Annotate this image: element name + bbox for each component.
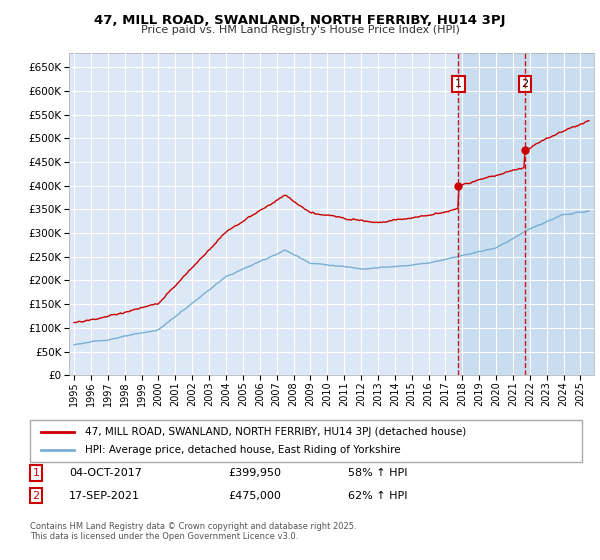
Text: 04-OCT-2017: 04-OCT-2017 [69, 468, 142, 478]
Text: 62% ↑ HPI: 62% ↑ HPI [348, 491, 407, 501]
Text: 2: 2 [32, 491, 40, 501]
Text: 17-SEP-2021: 17-SEP-2021 [69, 491, 140, 501]
Text: Contains HM Land Registry data © Crown copyright and database right 2025.
This d: Contains HM Land Registry data © Crown c… [30, 522, 356, 542]
Text: £475,000: £475,000 [228, 491, 281, 501]
Bar [458, 53, 525, 375]
Text: 1: 1 [32, 468, 40, 478]
Text: 58% ↑ HPI: 58% ↑ HPI [348, 468, 407, 478]
Text: 2: 2 [521, 79, 529, 89]
Text: 47, MILL ROAD, SWANLAND, NORTH FERRIBY, HU14 3PJ (detached house): 47, MILL ROAD, SWANLAND, NORTH FERRIBY, … [85, 427, 466, 437]
Text: HPI: Average price, detached house, East Riding of Yorkshire: HPI: Average price, detached house, East… [85, 445, 401, 455]
FancyBboxPatch shape [30, 420, 582, 462]
Text: £399,950: £399,950 [228, 468, 281, 478]
Bar [525, 53, 594, 375]
Text: 1: 1 [455, 79, 462, 89]
Text: Price paid vs. HM Land Registry's House Price Index (HPI): Price paid vs. HM Land Registry's House … [140, 25, 460, 35]
Text: 47, MILL ROAD, SWANLAND, NORTH FERRIBY, HU14 3PJ: 47, MILL ROAD, SWANLAND, NORTH FERRIBY, … [94, 14, 506, 27]
